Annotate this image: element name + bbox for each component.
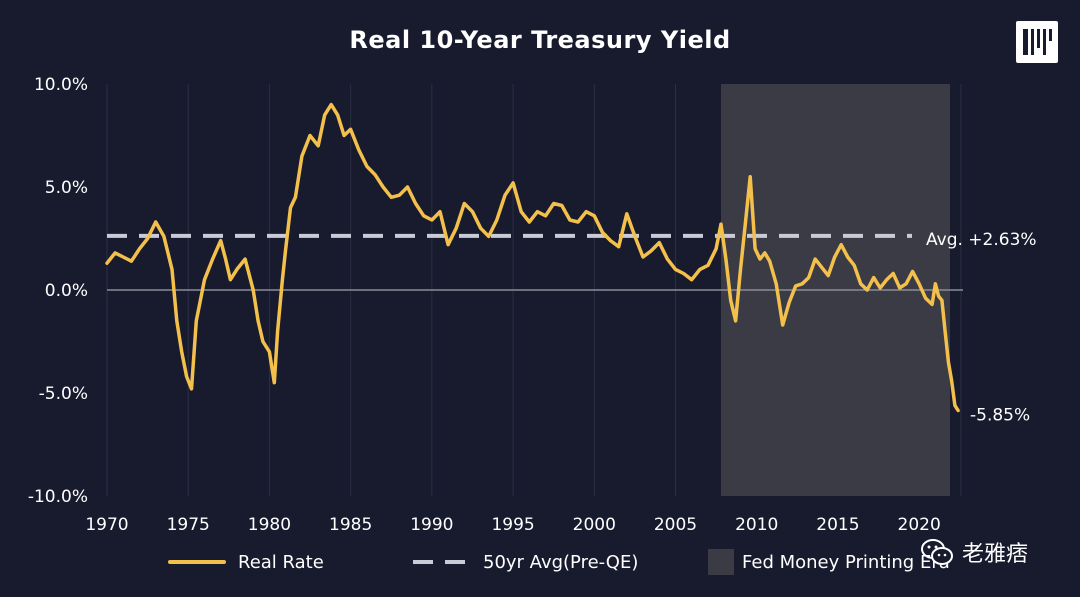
x-tick-label: 1995 bbox=[491, 515, 534, 535]
legend-swatch-average bbox=[413, 560, 471, 564]
y-tick-label: -5.0% bbox=[39, 384, 88, 404]
legend-item-real-rate: Real Rate bbox=[168, 548, 324, 576]
chart-title: Real 10-Year Treasury Yield bbox=[349, 26, 731, 54]
x-tick-label: 1970 bbox=[85, 515, 128, 535]
x-tick-label: 2000 bbox=[573, 515, 616, 535]
wechat-icon bbox=[921, 539, 953, 565]
y-tick-labels: 10.0% 5.0% 0.0% -5.0% -10.0% bbox=[28, 75, 88, 507]
last-value-annotation: -5.85% bbox=[970, 406, 1030, 426]
watermark: 老雅痞 bbox=[920, 532, 1028, 572]
x-tick-label: 2015 bbox=[816, 515, 859, 535]
x-tick-label: 2005 bbox=[654, 515, 697, 535]
legend-item-average: 50yr Avg(Pre-QE) bbox=[413, 548, 638, 576]
average-annotation: Avg. +2.63% bbox=[926, 230, 1037, 250]
legend-label-fed-era: Fed Money Printing Era bbox=[742, 551, 950, 573]
y-tick-label: 5.0% bbox=[45, 178, 88, 198]
legend-swatch-fed-era bbox=[708, 549, 734, 575]
x-tick-label: 2010 bbox=[735, 515, 778, 535]
brand-logo-icon bbox=[1016, 21, 1058, 63]
x-tick-label: 2020 bbox=[898, 515, 941, 535]
legend-swatch-real-rate bbox=[168, 560, 226, 564]
x-tick-label: 1975 bbox=[167, 515, 210, 535]
x-tick-label: 1990 bbox=[410, 515, 453, 535]
legend-label-real-rate: Real Rate bbox=[238, 551, 324, 573]
real-rate-series-line bbox=[105, 102, 960, 413]
x-tick-label: 1980 bbox=[248, 515, 291, 535]
legend: Real Rate 50yr Avg(Pre-QE) Fed Money Pri… bbox=[0, 548, 1080, 576]
y-tick-label: -10.0% bbox=[28, 487, 88, 507]
y-tick-label: 0.0% bbox=[45, 281, 88, 301]
legend-item-fed-era: Fed Money Printing Era bbox=[708, 548, 950, 576]
legend-label-average: 50yr Avg(Pre-QE) bbox=[483, 551, 639, 573]
x-tick-labels: 1970 1975 1980 1985 1990 1995 2000 2005 2010 2015… bbox=[85, 515, 940, 535]
y-tick-label: 10.0% bbox=[34, 75, 88, 95]
x-tick-label: 1985 bbox=[329, 515, 372, 535]
watermark-text: 老雅痞 bbox=[962, 542, 1029, 567]
